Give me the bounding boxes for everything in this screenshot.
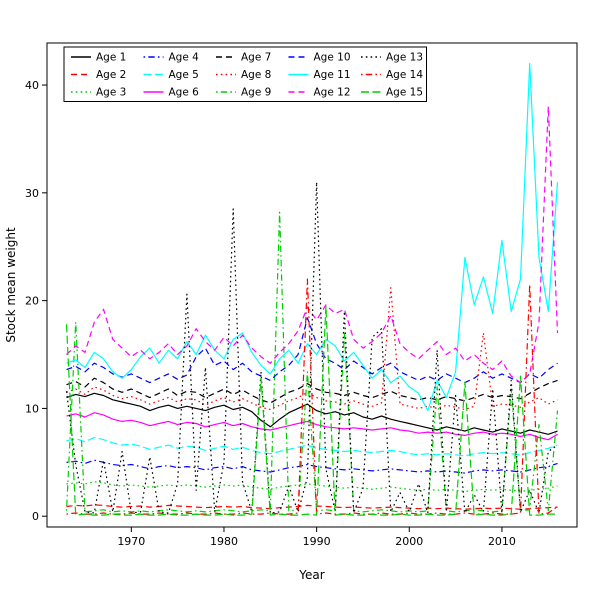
legend-label-age-7: Age 7 [241,52,271,64]
legend-label-age-3: Age 3 [96,87,126,99]
legend-label-age-5: Age 5 [169,69,199,81]
x-tick-label: 1990 [303,535,331,548]
y-tick-label: 20 [25,295,39,308]
x-axis-title: Year [298,568,324,582]
legend-box [63,46,427,102]
series-line-age-2 [66,504,558,510]
legend-label-age-10: Age 10 [314,52,351,64]
legend-label-age-12: Age 12 [314,87,351,99]
series-line-age-13 [65,181,558,514]
series-line-age-6 [66,412,558,441]
legend-label-age-13: Age 13 [386,52,423,64]
x-tick-label: 1980 [210,535,238,548]
series-line-age-11 [66,62,559,412]
series-line-age-12 [66,105,559,384]
series-line-age-9 [65,211,559,513]
x-tick-label: 2010 [488,535,516,548]
legend-label-age-11: Age 11 [314,69,351,81]
x-tick-label: 1970 [117,535,145,548]
y-tick-label: 30 [25,187,39,200]
series-line-age-14 [66,278,558,515]
y-axis-title: Stock mean weight [4,227,18,343]
series-line-age-8 [66,287,558,411]
legend-label-age-14: Age 14 [386,69,423,81]
series-line-age-1 [66,392,558,435]
legend-label-age-2: Age 2 [96,69,126,81]
x-tick-label: 2000 [395,535,423,548]
legend-label-age-8: Age 8 [241,69,271,81]
y-tick-label: 10 [25,402,39,415]
y-tick-label: 40 [25,79,39,92]
series-line-age-15 [65,305,558,516]
legend-label-age-4: Age 4 [169,52,200,64]
legend-label-age-6: Age 6 [169,87,200,99]
series-line-age-10 [66,317,558,384]
plot-region: 1970 1980 1990 2000 2010 0 10 20 30 40 Age 1 Age 2 A… [25,42,578,548]
series-line-age-5 [66,436,558,457]
series-line-age-7 [66,377,558,404]
y-tick-label: 0 [32,510,39,523]
series-line-age-4 [66,459,558,474]
plot-border [46,42,578,528]
series-line-age-3 [66,481,558,492]
legend-label-age-9: Age 9 [241,87,271,99]
legend-label-age-15: Age 15 [386,87,423,99]
legend-label-age-1: Age 1 [96,52,126,64]
